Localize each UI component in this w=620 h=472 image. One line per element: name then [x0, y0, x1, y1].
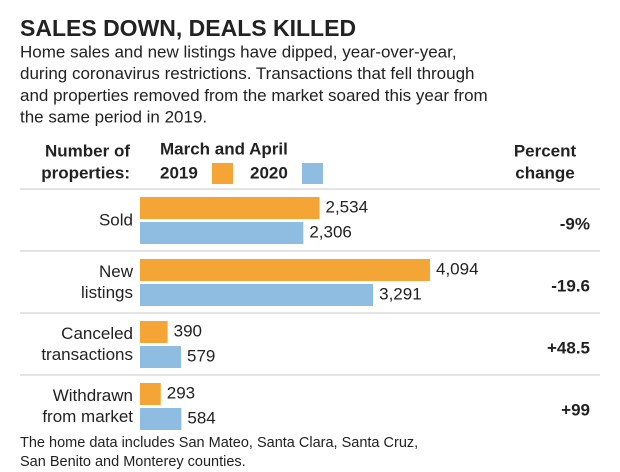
value-label: 579: [187, 346, 215, 365]
subtitle: during coronavirus restrictions. Transac…: [20, 64, 475, 83]
category-label: from market: [42, 407, 133, 426]
category-label: transactions: [41, 345, 133, 364]
legend-label: 2019: [160, 163, 198, 182]
legend-label: 2020: [250, 163, 288, 182]
percent-change: +48.5: [547, 338, 590, 357]
bar: [140, 321, 168, 343]
value-label: 2,534: [325, 197, 368, 216]
bar: [140, 259, 430, 281]
subtitle: and properties removed from the market s…: [20, 86, 488, 105]
legend-swatch: [302, 163, 323, 184]
value-label: 4,094: [436, 259, 479, 278]
value-label: 2,306: [309, 222, 352, 241]
bar: [140, 346, 182, 368]
change-header: change: [515, 163, 575, 182]
value-label: 390: [174, 321, 202, 340]
legend-swatch: [212, 163, 233, 184]
row-header: Number of: [45, 141, 130, 160]
row-header: properties:: [41, 163, 130, 182]
percent-change: -9%: [560, 214, 590, 233]
bar: [140, 383, 161, 405]
footnote: The home data includes San Mateo, Santa …: [20, 435, 418, 451]
category-label: New: [99, 262, 134, 281]
bar: [140, 197, 320, 219]
value-label: 584: [187, 408, 215, 427]
category-label: listings: [81, 283, 133, 302]
percent-change: -19.6: [551, 276, 590, 295]
chart-title: SALES DOWN, DEALS KILLED: [20, 15, 356, 41]
percent-change: +99: [561, 400, 590, 419]
bar: [140, 284, 374, 306]
change-header: Percent: [514, 141, 577, 160]
category-label: Canceled: [61, 324, 133, 343]
subtitle: Home sales and new listings have dipped,…: [20, 42, 457, 61]
value-label: 3,291: [379, 284, 422, 303]
footnote: San Benito and Monterey counties.: [20, 454, 246, 470]
category-label: Sold: [99, 210, 133, 229]
bar: [140, 222, 304, 244]
category-label: Withdrawn: [53, 386, 133, 405]
value-label: 293: [167, 383, 195, 402]
subtitle: the same period in 2019.: [20, 108, 207, 127]
bar: [140, 408, 182, 430]
legend-title: March and April: [160, 139, 288, 158]
